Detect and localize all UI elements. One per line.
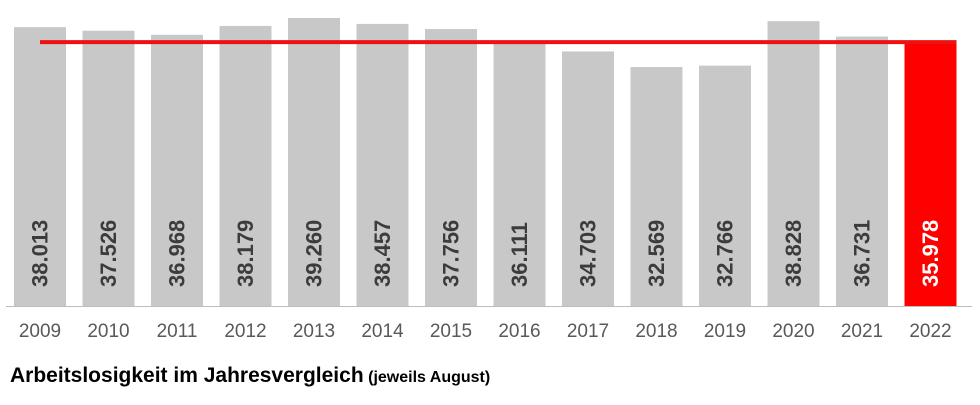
year-label-2021: 2021	[841, 321, 883, 342]
value-label-2017: 34.703	[576, 220, 601, 287]
year-label-2009: 2009	[19, 321, 61, 342]
value-label-2022: 35.978	[918, 220, 943, 287]
bar-chart: 38.013 2009 37.526 2010 36.968 2011 38.179 2012…	[6, 18, 972, 342]
value-label-2021: 36.731	[850, 220, 875, 287]
value-label-2010: 37.526	[96, 220, 121, 287]
value-label-2014: 38.457	[370, 220, 395, 287]
value-label-2018: 32.569	[644, 220, 669, 287]
year-label-2015: 2015	[430, 321, 472, 342]
value-label-2012: 38.179	[233, 220, 258, 287]
value-label-2016: 36.111	[507, 222, 532, 287]
bar-2013	[288, 18, 340, 306]
year-label-2017: 2017	[567, 321, 609, 342]
bar-2019	[699, 65, 751, 306]
bar-2015	[425, 29, 477, 307]
value-label-2011: 36.968	[165, 220, 190, 287]
bar-2022	[904, 42, 957, 306]
value-label-2019: 32.766	[713, 220, 738, 287]
value-label-2013: 39.260	[302, 220, 327, 287]
year-label-2016: 2016	[498, 321, 540, 342]
year-label-2020: 2020	[772, 321, 814, 342]
value-label-2020: 38.828	[781, 220, 806, 287]
year-label-2011: 2011	[157, 321, 198, 342]
bar-2020	[767, 21, 820, 306]
caption-title: Arbeitslosigkeit im Jahresvergleich	[10, 364, 364, 387]
value-label-2015: 37.756	[439, 220, 464, 287]
caption-note: (jeweils August)	[368, 369, 491, 386]
year-label-2018: 2018	[635, 321, 677, 342]
bar-2021	[836, 36, 888, 307]
year-label-2014: 2014	[361, 321, 404, 342]
bar-2014	[356, 23, 409, 307]
value-label-2009: 38.013	[28, 220, 53, 287]
year-label-2010: 2010	[87, 321, 129, 342]
bar-2018	[630, 67, 683, 306]
bar-2009	[14, 27, 66, 306]
year-label-2019: 2019	[704, 321, 746, 342]
bar-2011	[151, 34, 203, 307]
bar-2012	[219, 25, 272, 307]
year-label-2013: 2013	[293, 321, 335, 342]
bar-2016	[493, 41, 546, 306]
bar-2010	[82, 30, 135, 306]
year-label-2012: 2012	[224, 321, 266, 342]
chart-caption: Arbeitslosigkeit im Jahresvergleich (jew…	[10, 364, 490, 388]
year-label-2022: 2022	[909, 321, 951, 342]
bar-2017	[562, 51, 614, 306]
